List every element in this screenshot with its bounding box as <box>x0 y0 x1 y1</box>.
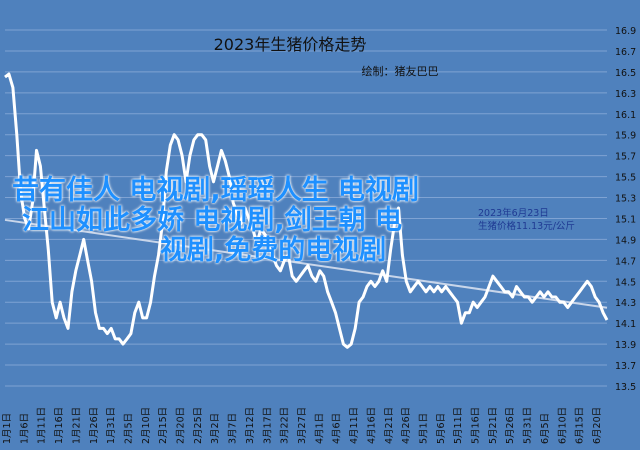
x-tick-label: 1月11日 <box>37 407 48 444</box>
x-tick-label: 5月16日 <box>471 407 482 444</box>
y-tick-label: 14.9 <box>615 235 636 246</box>
x-tick-label: 4月16日 <box>366 407 377 444</box>
y-tick-label: 14.7 <box>615 256 636 267</box>
y-tick-label: 15.9 <box>615 131 636 142</box>
x-tick-label: 5月6日 <box>436 413 447 444</box>
y-tick-label: 16.5 <box>615 68 636 79</box>
x-tick-label: 1月6日 <box>19 413 30 444</box>
y-tick-label: 15.7 <box>615 152 636 163</box>
x-tick-label: 2月25日 <box>193 407 204 444</box>
x-tick-label: 5月31日 <box>523 407 534 444</box>
x-tick-label: 5月11日 <box>453 407 464 444</box>
annotation-price: 生猪价格11.13元/公斤 <box>478 221 575 232</box>
x-tick-label: 5月26日 <box>505 407 516 444</box>
x-tick-label: 3月2日 <box>210 413 221 444</box>
x-tick-label: 6月5日 <box>540 413 551 444</box>
x-tick-label: 4月26日 <box>401 407 412 444</box>
overlay-watermark-line-1: 昔有佳人 电视剧,瑶瑶人生 电视剧 <box>12 175 420 206</box>
y-tick-label: 15.1 <box>615 214 636 225</box>
overlay-watermark-line-2: 江山如此多娇 电视剧,剑王朝 电 <box>22 205 403 236</box>
x-tick-label: 4月21日 <box>384 407 395 444</box>
y-tick-label: 16.9 <box>615 26 636 37</box>
x-tick-label: 1月26日 <box>89 407 100 444</box>
x-tick-label: 2月10日 <box>141 407 152 444</box>
y-tick-label: 15.3 <box>615 194 636 205</box>
x-tick-label: 3月22日 <box>280 407 291 444</box>
overlay-watermark-line-3: 视剧,免费的电视剧 <box>160 235 387 266</box>
series-line-price <box>4 72 609 349</box>
x-tick-label: 1月1日 <box>2 413 13 444</box>
x-tick-label: 6月20日 <box>592 407 603 444</box>
x-tick-label: 2月20日 <box>176 407 187 444</box>
y-tick-label: 13.9 <box>615 340 636 351</box>
x-tick-label: 1月16日 <box>54 407 65 444</box>
x-tick-label: 4月6日 <box>332 413 343 444</box>
x-tick-label: 4月11日 <box>349 407 360 444</box>
x-tick-label: 4月1日 <box>314 413 325 444</box>
x-tick-label: 3月7日 <box>228 413 239 444</box>
x-tick-label: 2月5日 <box>123 413 134 444</box>
chart-title: 2023年生猪价格走势 <box>214 35 367 54</box>
x-tick-label: 1月31日 <box>106 407 117 444</box>
y-tick-label: 16.3 <box>615 89 636 100</box>
y-tick-label: 14.3 <box>615 298 636 309</box>
x-tick-label: 6月15日 <box>575 407 586 444</box>
y-tick-label: 14.5 <box>615 277 636 288</box>
x-tick-label: 5月21日 <box>488 407 499 444</box>
x-tick-label: 1月21日 <box>71 407 82 444</box>
x-tick-label: 3月12日 <box>245 407 256 444</box>
y-tick-label: 13.7 <box>615 361 636 372</box>
y-tick-label: 16.1 <box>615 110 636 121</box>
chart-subtitle: 绘制：猪友巴巴 <box>362 64 439 78</box>
annotation-date: 2023年6月23日 <box>478 208 549 219</box>
y-tick-label: 15.5 <box>615 173 636 184</box>
x-tick-label: 3月17日 <box>262 407 273 444</box>
x-tick-label: 5月1日 <box>418 413 429 444</box>
y-tick-label: 14.1 <box>615 319 636 330</box>
x-tick-label: 2月15日 <box>158 407 169 444</box>
y-tick-label: 13.5 <box>615 382 636 393</box>
x-tick-label: 3月27日 <box>297 407 308 444</box>
x-tick-label: 6月10日 <box>557 407 568 444</box>
y-tick-label: 16.7 <box>615 47 636 58</box>
